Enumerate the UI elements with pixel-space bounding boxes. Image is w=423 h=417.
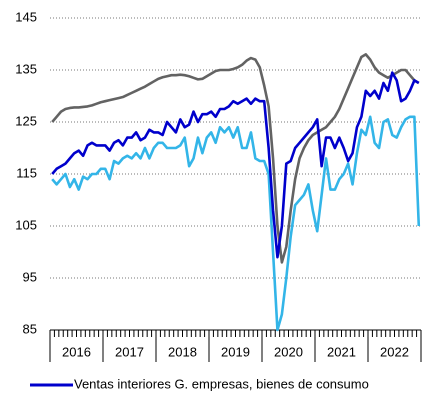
x-tick-label: 2019 (221, 344, 250, 359)
x-tick-label: 2017 (115, 344, 144, 359)
y-tick-label: 115 (16, 165, 37, 180)
series-line (51, 71, 420, 259)
y-tick-label: 125 (15, 113, 37, 128)
y-tick-label: 95 (23, 269, 37, 284)
y-tick-label: 105 (15, 217, 37, 232)
x-tick-label: 2021 (327, 344, 356, 359)
y-tick-label: 85 (23, 321, 37, 336)
y-tick-label: 145 (15, 9, 37, 24)
x-tick-label: 2018 (168, 344, 197, 359)
series-line (51, 115, 421, 332)
x-tick-label: 2022 (380, 344, 409, 359)
x-tick-label: 2016 (62, 344, 91, 359)
x-tick-label: 2020 (274, 344, 303, 359)
series-line (51, 53, 420, 264)
legend-label: Ventas interiores G. empresas, bienes de… (74, 376, 369, 391)
y-tick-label: 135 (15, 61, 37, 76)
